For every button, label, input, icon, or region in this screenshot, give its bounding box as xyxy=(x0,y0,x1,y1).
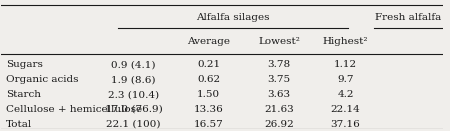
Text: 3.75: 3.75 xyxy=(268,75,291,84)
Text: 17.0 (76.9): 17.0 (76.9) xyxy=(105,105,162,114)
Text: 22.14: 22.14 xyxy=(331,105,360,114)
Text: 9.7: 9.7 xyxy=(337,75,354,84)
Text: 26.92: 26.92 xyxy=(265,119,294,129)
Text: Average: Average xyxy=(187,37,230,46)
Text: Starch: Starch xyxy=(6,90,41,99)
Text: Total: Total xyxy=(6,119,32,129)
Text: 0.21: 0.21 xyxy=(197,60,220,69)
Text: 2.3 (10.4): 2.3 (10.4) xyxy=(108,90,159,99)
Text: 16.57: 16.57 xyxy=(194,119,224,129)
Text: 13.36: 13.36 xyxy=(194,105,224,114)
Text: 37.16: 37.16 xyxy=(331,119,360,129)
Text: 1.9 (8.6): 1.9 (8.6) xyxy=(112,75,156,84)
Text: 1.50: 1.50 xyxy=(197,90,220,99)
Text: 3.78: 3.78 xyxy=(268,60,291,69)
Text: Organic acids: Organic acids xyxy=(6,75,78,84)
Text: 22.1 (100): 22.1 (100) xyxy=(107,119,161,129)
Text: Highest²: Highest² xyxy=(323,37,368,46)
Text: Cellulose + hemicellulose: Cellulose + hemicellulose xyxy=(6,105,142,114)
Text: 3.63: 3.63 xyxy=(268,90,291,99)
Text: Fresh alfalfa: Fresh alfalfa xyxy=(375,13,441,22)
Text: 1.12: 1.12 xyxy=(334,60,357,69)
Text: 0.9 (4.1): 0.9 (4.1) xyxy=(112,60,156,69)
Text: Sugars: Sugars xyxy=(6,60,43,69)
Text: Alfalfa silages: Alfalfa silages xyxy=(196,13,270,22)
Text: Lowest²: Lowest² xyxy=(258,37,300,46)
Text: 21.63: 21.63 xyxy=(265,105,294,114)
Text: 4.2: 4.2 xyxy=(337,90,354,99)
Text: 0.62: 0.62 xyxy=(197,75,220,84)
